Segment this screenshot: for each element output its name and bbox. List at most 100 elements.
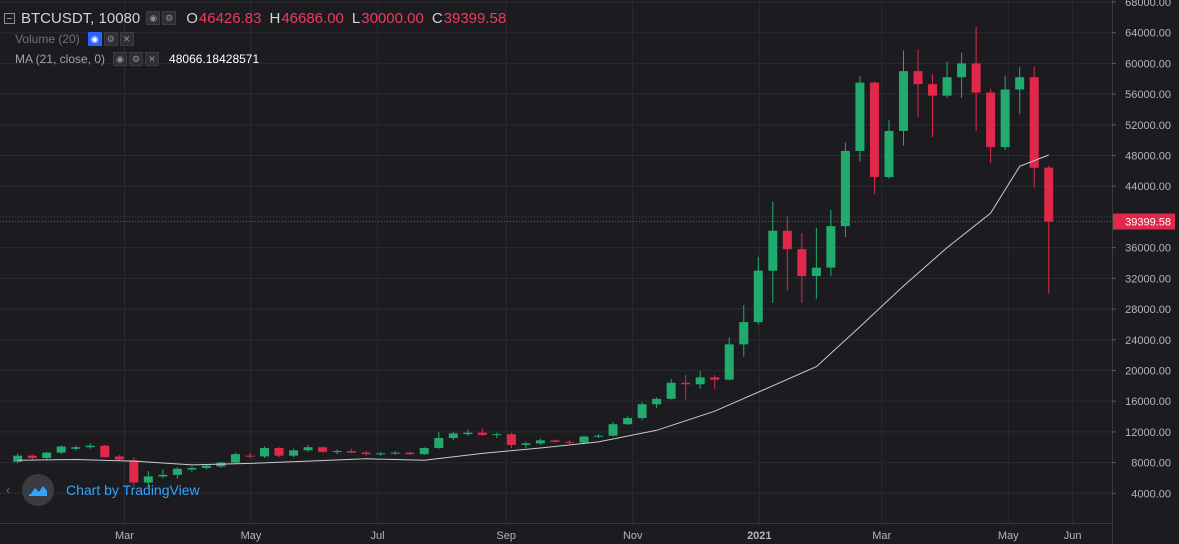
collapse-legend-icon[interactable]	[4, 12, 15, 24]
candle-up	[42, 451, 52, 461]
candle-up	[1000, 75, 1010, 151]
candle-body	[361, 452, 371, 455]
candle-body	[681, 382, 691, 385]
candle-up	[855, 76, 865, 162]
candle-up	[753, 256, 763, 325]
candle-body	[129, 460, 139, 483]
candle-body	[56, 446, 66, 453]
time-axis[interactable]: Mar May Jul Sep Nov 2021 Mar May Jun	[0, 523, 1112, 543]
candle-body	[550, 440, 560, 442]
candle-body	[710, 377, 720, 380]
candle-down	[114, 454, 124, 461]
candle-body	[1029, 77, 1039, 168]
volume-indicator-row: Volume (20) ◉ ⚙ ✕	[0, 31, 136, 47]
candle-up	[390, 451, 400, 455]
candle-body	[71, 447, 81, 449]
candle-down	[477, 428, 487, 436]
candle-up	[158, 469, 168, 478]
candle-body	[928, 84, 938, 96]
candle-body	[608, 424, 618, 436]
candle-body	[260, 448, 270, 457]
candle-body	[957, 63, 967, 78]
candle-body	[753, 270, 763, 323]
candle-body	[652, 398, 662, 405]
candle-body	[477, 432, 487, 435]
eye-icon[interactable]: ◉	[113, 52, 128, 66]
close-icon[interactable]: ✕	[145, 52, 160, 66]
high-value: 46686.00	[281, 9, 344, 27]
candle-up	[695, 371, 705, 389]
candle-body	[419, 448, 429, 455]
candle-body	[666, 382, 676, 399]
candle-down	[27, 454, 37, 461]
close-label: C	[431, 9, 443, 27]
gear-icon[interactable]: ⚙	[103, 32, 118, 46]
candle-body	[898, 71, 909, 131]
candle-up	[608, 421, 618, 437]
candle-down	[913, 49, 923, 118]
candle-up	[811, 227, 821, 300]
watermark-text: Chart by TradingView	[66, 482, 200, 498]
candle-down	[1044, 165, 1054, 294]
candle-body	[695, 377, 705, 385]
price-tick-label: 32000.00	[1125, 273, 1171, 285]
last-price-tag	[1113, 213, 1175, 230]
eye-icon[interactable]: ◉	[87, 32, 102, 46]
candle-up	[434, 431, 444, 449]
candle-up	[623, 416, 633, 425]
price-tick-label: 56000.00	[1125, 89, 1171, 101]
close-icon[interactable]: ✕	[119, 32, 134, 46]
eye-icon[interactable]: ◉	[146, 11, 161, 25]
candle-down	[1029, 66, 1039, 188]
candle-up	[579, 435, 589, 444]
chevron-left-icon[interactable]: ‹	[6, 483, 10, 497]
candle-body	[623, 418, 633, 425]
candle-down	[928, 74, 938, 138]
candle-up	[840, 142, 850, 237]
candle-body	[303, 447, 313, 451]
tradingview-cloud-icon	[22, 474, 54, 506]
candle-body	[884, 130, 894, 178]
candle-body	[579, 436, 589, 443]
candle-up	[187, 466, 197, 472]
candles-layer	[13, 26, 1054, 488]
candle-down	[681, 375, 691, 400]
candle-up	[332, 449, 342, 455]
candle-body	[782, 230, 792, 250]
candle-body	[289, 450, 299, 456]
candle-body	[506, 434, 516, 445]
candle-body	[869, 82, 879, 178]
candle-body	[13, 455, 23, 462]
candle-body	[201, 465, 211, 468]
price-tick-label: 64000.00	[1125, 28, 1171, 40]
candle-up	[303, 444, 313, 452]
candle-up	[884, 120, 894, 179]
candle-body	[492, 434, 502, 436]
chart-grid	[0, 0, 1112, 523]
tradingview-watermark[interactable]: ‹ Chart by TradingView	[6, 474, 200, 506]
price-tick-label: 28000.00	[1125, 304, 1171, 316]
gear-icon[interactable]: ⚙	[162, 11, 177, 25]
candle-down	[869, 81, 879, 194]
candle-up	[898, 50, 909, 146]
gear-icon[interactable]: ⚙	[129, 52, 144, 66]
candle-down	[100, 444, 110, 458]
ma-indicator-row: MA (21, close, 0) ◉ ⚙ ✕ 48066.18428571	[0, 51, 259, 67]
candle-up	[71, 445, 81, 451]
candle-body	[172, 468, 182, 475]
price-tick-label: 4000.00	[1131, 488, 1171, 500]
price-tick-label: 52000.00	[1125, 120, 1171, 132]
candle-body	[85, 445, 95, 448]
candle-down	[971, 26, 981, 131]
candle-body	[971, 63, 981, 93]
candle-body	[274, 448, 284, 456]
candle-down	[506, 432, 516, 449]
symbol-row: BTCUSDT, 10080 ◉ ⚙ O 46426.83 H 46686.00 L…	[0, 8, 506, 28]
candle-body	[448, 433, 458, 439]
candle-up	[13, 453, 23, 464]
candle-body	[376, 453, 386, 455]
volume-indicator-label: Volume (20)	[15, 32, 80, 46]
candle-body	[521, 443, 531, 445]
ma-indicator-value: 48066.18428571	[169, 52, 260, 66]
